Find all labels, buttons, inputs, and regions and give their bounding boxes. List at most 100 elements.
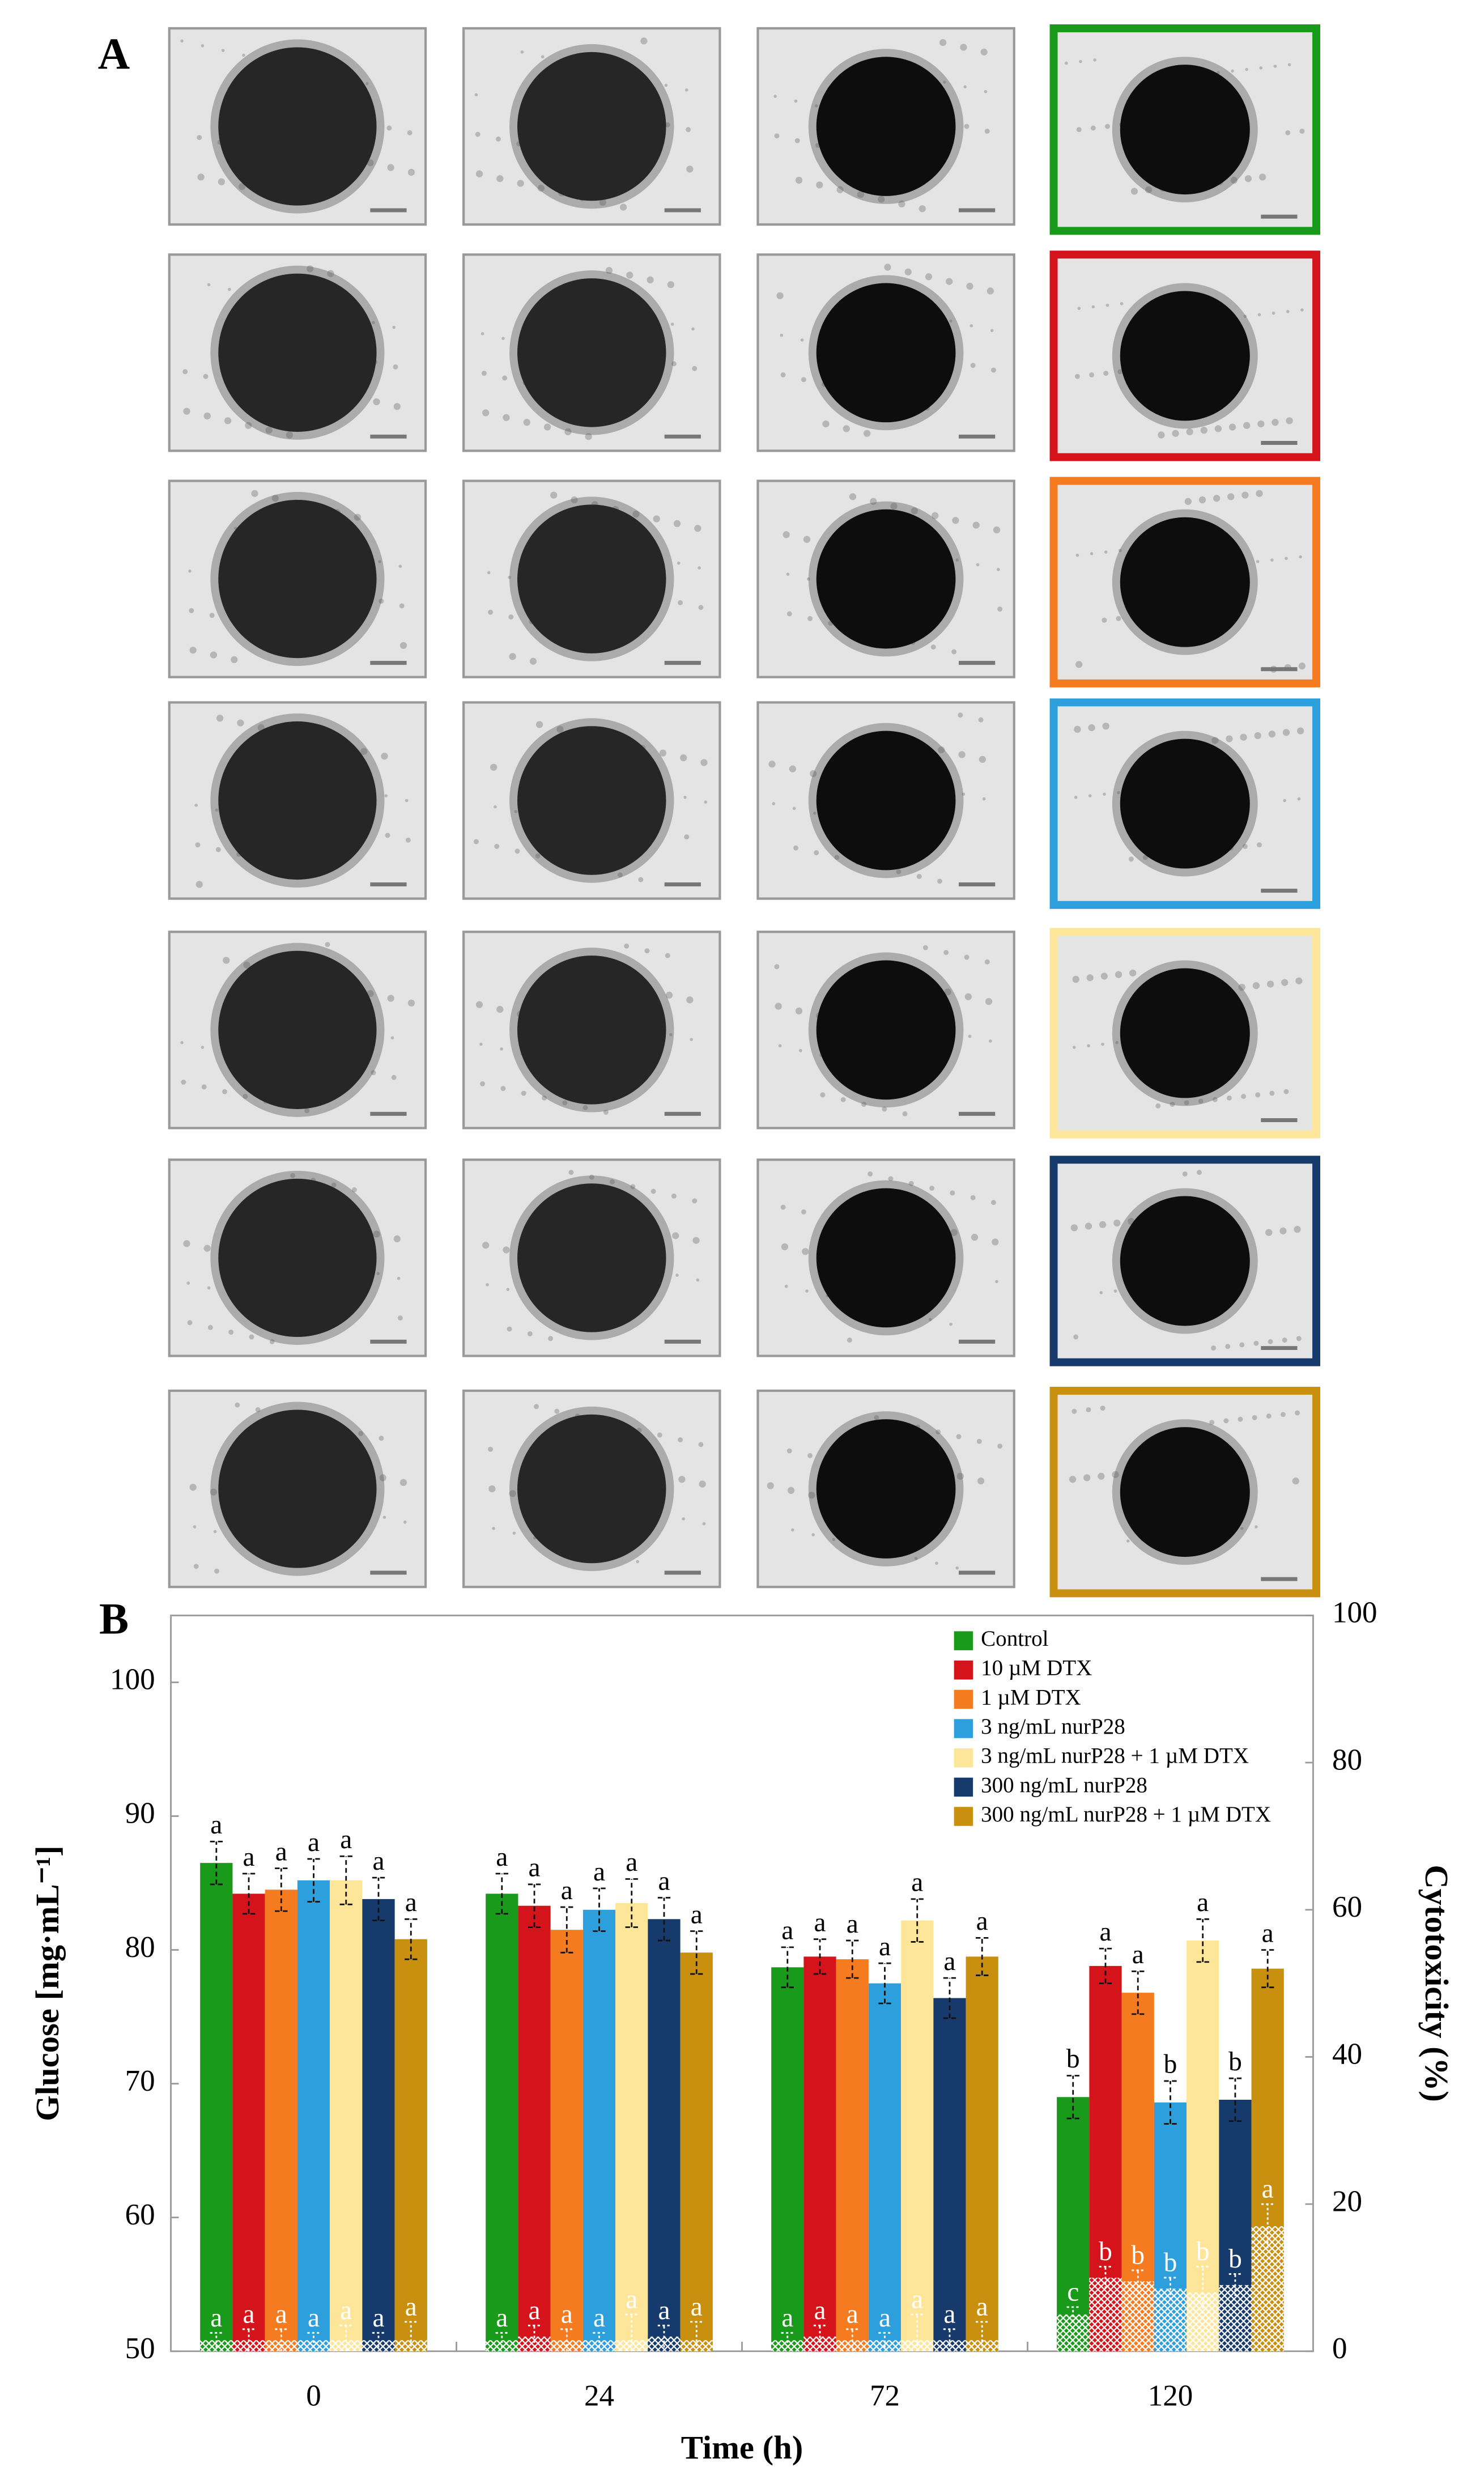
glucose-bar <box>200 1863 233 2351</box>
speckle <box>1074 725 1081 733</box>
speckle <box>774 964 780 970</box>
significance-label: a <box>943 1947 955 1976</box>
speckle <box>1256 560 1260 563</box>
legend-label: 3 ng/mL nurP28 + 1 µM DTX <box>981 1744 1249 1768</box>
significance-label: a <box>340 1825 352 1854</box>
speckle <box>1257 420 1265 428</box>
speckle <box>1212 1097 1218 1102</box>
spheroid <box>218 47 377 206</box>
speckle <box>1230 176 1238 184</box>
significance-label: b <box>1164 2248 1177 2277</box>
y2-tick-label: 20 <box>1332 2185 1362 2218</box>
speckle <box>640 37 648 45</box>
speckle <box>393 403 401 410</box>
speckle <box>487 571 491 575</box>
speckle <box>814 850 819 856</box>
speckle <box>673 520 681 528</box>
significance-label: a <box>626 1848 637 1877</box>
significance-label: a <box>593 1857 605 1887</box>
speckle <box>789 765 796 772</box>
speckle <box>671 361 677 367</box>
speckle <box>215 808 219 812</box>
speckle <box>387 995 394 1002</box>
speckle <box>678 1437 683 1442</box>
speckle <box>376 1272 380 1276</box>
speckle <box>793 845 798 851</box>
speckle <box>379 598 384 604</box>
error-bar <box>307 1858 320 1903</box>
speckle <box>800 338 804 342</box>
significance-label: a <box>814 1908 826 1937</box>
speckle <box>694 525 701 532</box>
spheroid <box>816 960 956 1100</box>
speckle <box>193 1564 199 1569</box>
speckle <box>997 568 1000 571</box>
speckle <box>665 953 670 958</box>
x-tick-label: 0 <box>306 2380 321 2413</box>
speckle <box>1113 1289 1117 1293</box>
speckle <box>1211 1345 1217 1351</box>
speckle <box>1297 797 1301 801</box>
error-bar <box>846 2328 859 2351</box>
speckle <box>1115 971 1122 978</box>
speckle <box>1272 419 1279 426</box>
speckle <box>644 948 650 954</box>
speckle <box>1099 1221 1107 1228</box>
speckle <box>1129 969 1137 976</box>
speckle <box>884 264 891 271</box>
speckle <box>1098 1472 1105 1480</box>
speckle <box>1296 1336 1302 1341</box>
speckle <box>488 1446 494 1452</box>
speckle <box>964 954 970 960</box>
cytotoxicity-bar <box>1121 2281 1154 2351</box>
glucose-bar <box>771 1967 804 2351</box>
glucose-bar <box>550 1930 583 2351</box>
speckle <box>243 1094 248 1099</box>
speckle <box>535 721 543 728</box>
y-tick-label: 100 <box>110 1663 155 1696</box>
speckle <box>1074 373 1080 379</box>
speckle <box>564 428 572 436</box>
speckle <box>503 414 510 421</box>
speckle <box>990 329 994 333</box>
significance-label: a <box>1197 1888 1209 1917</box>
speckle <box>486 1283 489 1286</box>
significance-label: a <box>593 2303 605 2333</box>
speckle <box>1298 663 1306 670</box>
speckle <box>1270 558 1274 562</box>
speckle <box>517 180 524 187</box>
error-bar <box>528 2324 541 2348</box>
speckle <box>201 1084 207 1090</box>
speckle <box>682 1517 685 1521</box>
speckle <box>963 85 967 89</box>
error-bar <box>495 1872 508 1915</box>
speckle <box>863 430 871 437</box>
speckle <box>1065 61 1068 65</box>
speckle <box>781 1243 789 1251</box>
speckle <box>1286 417 1293 424</box>
speckle <box>1296 727 1304 734</box>
speckle <box>1200 427 1207 434</box>
spheroid <box>816 1419 956 1559</box>
speckle <box>836 186 844 193</box>
speckle <box>990 1200 996 1205</box>
speckle <box>692 1198 698 1204</box>
speckle <box>698 566 701 570</box>
significance-label: a <box>372 1846 384 1876</box>
speckle <box>1102 723 1109 730</box>
speckle <box>1282 1337 1287 1343</box>
speckle <box>1243 315 1247 318</box>
speckle <box>1145 186 1153 193</box>
speckle <box>391 1075 397 1080</box>
speckle <box>543 423 551 431</box>
error-bar <box>1099 2266 1112 2289</box>
speckle <box>922 945 928 950</box>
speckle <box>1286 309 1290 313</box>
glucose-bar <box>362 1899 395 2351</box>
speckle <box>1186 428 1193 436</box>
speckle <box>929 1186 935 1191</box>
speckle <box>820 1092 826 1098</box>
error-bar <box>1132 2269 1145 2292</box>
error-bar <box>657 2324 671 2348</box>
spheroid <box>816 57 956 196</box>
